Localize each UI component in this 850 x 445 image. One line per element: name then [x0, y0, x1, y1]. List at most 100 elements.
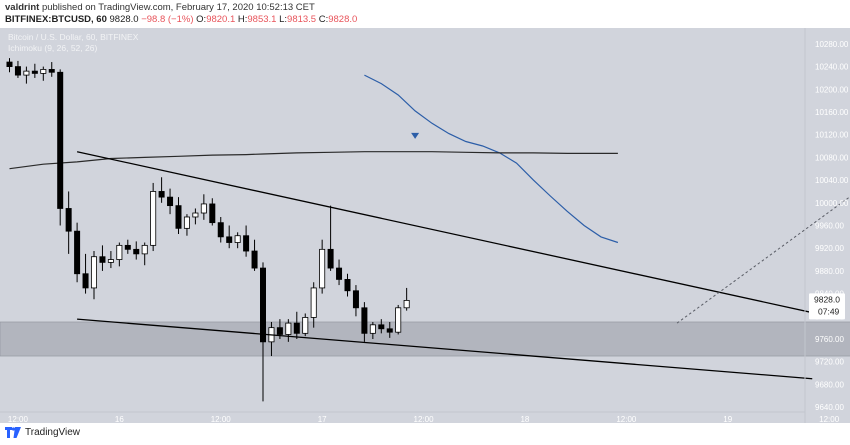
- candle-down: [99, 256, 106, 263]
- ohlc-low-label: L:: [279, 14, 288, 25]
- candle-up: [403, 300, 410, 309]
- price-tick-label: 9680.00: [815, 380, 844, 389]
- ohlc-close-value: 9828.0: [328, 14, 358, 25]
- countdown-label: 07:49: [818, 306, 840, 316]
- ohlc-low-value: 9813.5: [287, 14, 317, 25]
- candle-up: [200, 203, 207, 214]
- candle-down: [31, 70, 38, 74]
- brand[interactable]: TradingView: [5, 427, 80, 438]
- candle-down: [276, 327, 283, 335]
- price-tick-label: 9760.00: [815, 335, 844, 344]
- time-tick-label: 12:00: [211, 415, 232, 423]
- price-tick-label: 10040.00: [815, 176, 849, 185]
- publisher-line: valdrint published on TradingView.com, F…: [5, 2, 315, 13]
- candle-down: [167, 196, 174, 207]
- candle-down: [133, 248, 140, 255]
- candle-up: [302, 317, 309, 334]
- down-triangle-marker-icon: [411, 132, 420, 139]
- time-tick-label: 16: [115, 415, 124, 423]
- price-tick-label: 10200.00: [815, 85, 849, 94]
- series-line-1: [364, 74, 619, 244]
- projection-line: [676, 196, 850, 324]
- ohlc-open-value: 9820.1: [206, 14, 236, 25]
- candle-up: [23, 70, 30, 76]
- candle-up: [40, 69, 47, 74]
- price-tick-label: 10280.00: [815, 40, 849, 49]
- candle-up: [369, 324, 376, 334]
- author-name[interactable]: valdrint: [5, 2, 40, 13]
- time-tick-label: 17: [318, 415, 327, 423]
- candle-down: [327, 248, 334, 269]
- candle-down: [243, 235, 250, 252]
- published-text: published on TradingView.com, February 1…: [41, 2, 315, 13]
- time-tick-label: 19: [723, 415, 732, 423]
- candle-down: [259, 267, 266, 343]
- ohlc-close-label: C:: [318, 14, 329, 25]
- candle-down: [251, 250, 258, 269]
- candle-down: [175, 205, 182, 229]
- candle-up: [183, 216, 190, 229]
- candle-up: [141, 244, 148, 255]
- candle-up: [107, 259, 114, 263]
- candle-down: [226, 236, 233, 243]
- last-price-text: 9828.0: [109, 14, 139, 25]
- price-tick-label: 10160.00: [815, 108, 849, 117]
- candle-down: [57, 71, 64, 209]
- candle-down: [352, 290, 359, 309]
- price-tick-label: 9920.00: [815, 244, 844, 253]
- candle-down: [344, 279, 351, 292]
- price-tick-label: 10120.00: [815, 131, 849, 140]
- chart-background: [0, 28, 850, 423]
- last-price-badge: [809, 293, 845, 320]
- candle-up: [150, 191, 157, 246]
- price-tick-label: 10000.00: [815, 199, 849, 208]
- price-tick-label: 9720.00: [815, 358, 844, 367]
- price-chart[interactable]: 9640.009680.009720.009760.009800.009840.…: [0, 28, 850, 423]
- chart-header: [0, 0, 850, 28]
- time-tick-label: 12:00: [8, 415, 29, 423]
- ohlc-high-label: H:: [237, 14, 248, 25]
- candle-up: [310, 287, 317, 318]
- candle-down: [124, 244, 131, 250]
- chart-footer: [0, 423, 850, 445]
- candle-down: [361, 307, 368, 334]
- change-text: −98.8 (−1%): [141, 14, 194, 25]
- symbol-label: BITFINEX:BTCUSD, 60: [5, 14, 107, 25]
- candle-up: [116, 244, 123, 260]
- candle-down: [217, 222, 224, 238]
- candle-up: [285, 322, 292, 335]
- chart-title: Bitcoin / U.S. Dollar, 60, BITFINEX: [8, 32, 139, 42]
- candle-down: [65, 208, 72, 232]
- candle-up: [91, 256, 98, 289]
- tradingview-logo-icon: [5, 427, 21, 438]
- price-tick-label: 10080.00: [815, 153, 849, 162]
- candle-down: [209, 203, 216, 224]
- candle-up: [395, 307, 402, 333]
- price-tick-label: 9880.00: [815, 267, 844, 276]
- price-tick-label: 10240.00: [815, 63, 849, 72]
- candle-down: [386, 328, 393, 333]
- candle-down: [293, 322, 300, 334]
- ohlc-high-value: 9853.1: [247, 14, 277, 25]
- candle-down: [336, 267, 343, 280]
- candle-up: [192, 212, 199, 218]
- candle-down: [48, 69, 55, 73]
- last-price-label: 9828.0: [814, 294, 840, 304]
- candle-down: [74, 230, 81, 275]
- candle-down: [6, 61, 13, 67]
- series-line-2: [9, 151, 618, 170]
- time-tick-label: 12:00: [414, 415, 435, 423]
- trendline: [77, 318, 813, 380]
- support-zone: [0, 321, 850, 357]
- symbol-line: BITFINEX:BTCUSD, 60 9828.0 −98.8 (−1%) O…: [5, 14, 357, 25]
- candle-down: [82, 273, 89, 289]
- indicator-label: Ichimoku (9, 26, 52, 26): [8, 43, 98, 53]
- price-tick-label: 9960.00: [815, 222, 844, 231]
- candle-up: [234, 235, 241, 243]
- candle-down: [378, 324, 385, 330]
- time-tick-label: 18: [520, 415, 529, 423]
- price-tick-label: 9640.00: [815, 403, 844, 412]
- candle-down: [14, 66, 21, 76]
- candle-up: [319, 248, 326, 289]
- ohlc-open-label: O:: [196, 14, 207, 25]
